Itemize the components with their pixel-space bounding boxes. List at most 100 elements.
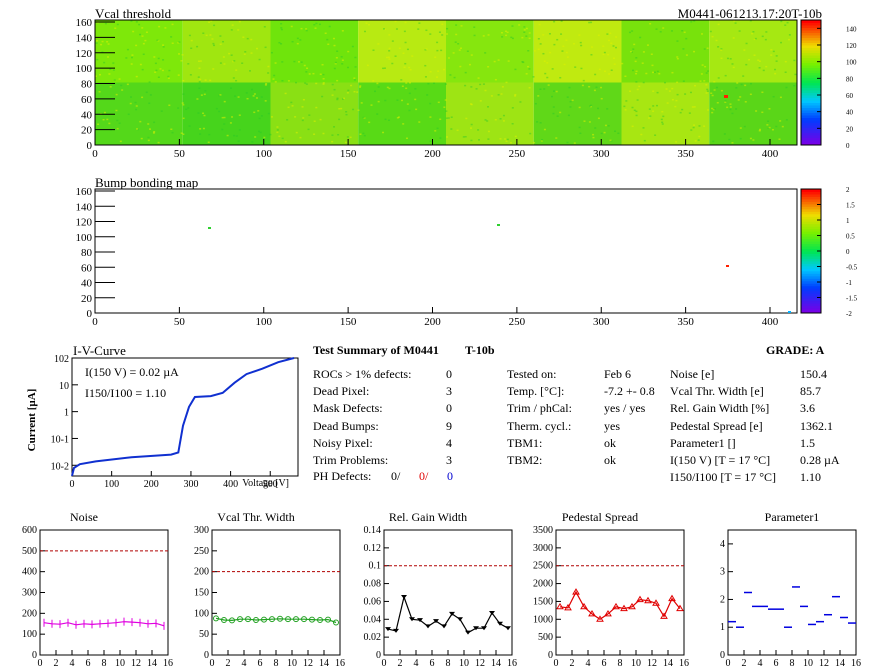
- roc-tile: [95, 20, 183, 83]
- pixel-speckle: [528, 37, 531, 40]
- scale-band: [801, 293, 821, 297]
- pixel-speckle: [514, 93, 517, 96]
- pixel-speckle: [182, 133, 185, 135]
- pixel-speckle: [569, 100, 572, 103]
- pixel-speckle: [331, 94, 334, 96]
- pixel-speckle: [230, 29, 233, 31]
- pixel-speckle: [505, 34, 508, 37]
- pixel-speckle: [202, 112, 205, 115]
- pixel-speckle: [648, 108, 651, 110]
- pixel-speckle: [562, 45, 565, 48]
- pixel-speckle: [182, 104, 185, 106]
- defect-pixel: [788, 311, 791, 313]
- pixel-speckle: [652, 110, 655, 112]
- scale-band: [801, 65, 821, 68]
- y-tick-label: 0.14: [364, 525, 382, 536]
- pixel-speckle: [377, 43, 380, 45]
- pixel-speckle: [460, 47, 463, 49]
- iv-y-tick-label: 10: [59, 381, 69, 392]
- pixel-speckle: [511, 122, 514, 125]
- pixel-speckle: [243, 53, 246, 55]
- pixel-speckle: [351, 45, 354, 48]
- pixel-speckle: [344, 141, 347, 144]
- scale-band: [801, 310, 821, 314]
- pixel-speckle: [446, 33, 449, 35]
- scale-tick-label: 120: [846, 42, 857, 50]
- scale-band: [801, 238, 821, 242]
- pixel-speckle: [720, 48, 723, 50]
- pixel-speckle: [235, 135, 238, 137]
- pixel-speckle: [597, 117, 600, 120]
- summary-left-label: Noisy Pixel:: [313, 435, 373, 450]
- pixel-speckle: [280, 28, 283, 31]
- pixel-speckle: [149, 128, 152, 130]
- pixel-speckle: [246, 97, 249, 100]
- data-point: [465, 630, 471, 635]
- pixel-speckle: [234, 95, 237, 97]
- pixel-speckle: [659, 31, 662, 33]
- pixel-speckle: [745, 63, 748, 66]
- pixel-speckle: [510, 36, 513, 39]
- data-point: [620, 604, 628, 612]
- x-tick-label: 8: [790, 658, 795, 669]
- pixel-speckle: [539, 43, 542, 45]
- iv-x-tick-label: 200: [144, 479, 159, 490]
- y-tick-label: 50: [199, 629, 209, 640]
- pixel-speckle: [749, 137, 752, 140]
- vcal-threshold-map: Vcal threshold M0441-061213.17:20T-10b 0…: [76, 6, 858, 160]
- summary-right-value: 150.4: [800, 367, 827, 381]
- pixel-speckle: [548, 33, 551, 35]
- pixel-speckle: [414, 88, 417, 90]
- pixel-speckle: [109, 86, 112, 88]
- iv-xlabel: Voltage [V]: [242, 478, 289, 489]
- pixel-speckle: [748, 59, 751, 61]
- pixel-speckle: [382, 131, 385, 134]
- data-point: [457, 617, 463, 622]
- ph-defects-label: PH Defects:: [313, 469, 372, 483]
- pixel-speckle: [723, 133, 726, 135]
- pixel-speckle: [737, 99, 740, 101]
- pixel-speckle: [168, 69, 171, 72]
- x-tick-label: 300: [593, 148, 610, 160]
- pixel-speckle: [628, 31, 631, 34]
- pixel-speckle: [208, 21, 211, 23]
- pixel-speckle: [406, 48, 409, 51]
- pixel-speckle: [219, 35, 222, 37]
- plot-title: Vcal Thr. Width: [217, 510, 294, 524]
- summary-right-value: 85.7: [800, 384, 821, 399]
- pixel-speckle: [610, 69, 613, 72]
- pixel-speckle: [237, 140, 240, 142]
- summary-right-value: 1.5: [800, 435, 815, 450]
- scale-band: [801, 75, 821, 78]
- pixel-speckle: [502, 120, 505, 122]
- pixel-speckle: [693, 50, 696, 53]
- pixel-speckle: [350, 84, 353, 87]
- scale-band: [801, 132, 821, 136]
- pixel-speckle: [527, 65, 530, 68]
- iv-x-tick-label: 500: [263, 479, 278, 490]
- pixel-speckle: [603, 131, 606, 134]
- pixel-speckle: [263, 136, 266, 139]
- pixel-speckle: [204, 79, 207, 81]
- scale-band: [801, 295, 821, 299]
- pixel-speckle: [189, 74, 192, 76]
- pixel-speckle: [248, 70, 251, 72]
- pixel-speckle: [209, 34, 212, 36]
- pixel-speckle: [484, 52, 487, 54]
- pixel-speckle: [486, 106, 489, 108]
- summary-middle-label: TBM1:: [507, 435, 543, 450]
- pixel-speckle: [675, 99, 678, 102]
- pixel-speckle: [543, 128, 546, 131]
- y-tick-label: 0.12: [364, 543, 382, 554]
- x-tick-label: 12: [303, 658, 313, 669]
- pixel-speckle: [720, 89, 723, 92]
- pixel-speckle: [388, 58, 391, 60]
- x-tick-label: 250: [509, 148, 526, 160]
- pixel-speckle: [187, 107, 190, 109]
- pixel-speckle: [774, 68, 777, 71]
- scale-band: [801, 288, 821, 292]
- pixel-speckle: [635, 81, 638, 83]
- scale-band: [801, 80, 821, 83]
- pixel-speckle: [222, 56, 225, 58]
- pixel-speckle: [157, 76, 160, 78]
